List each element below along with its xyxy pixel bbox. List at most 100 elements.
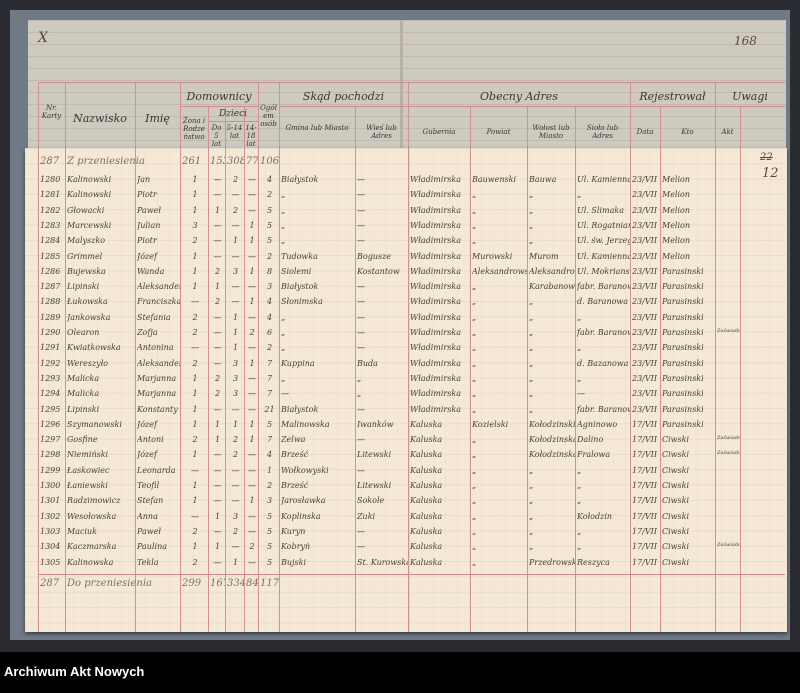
column-rule [225, 148, 226, 632]
column-rule [470, 148, 471, 632]
cell-children-14-18: 1 [249, 266, 255, 276]
cell-nr: 1296 [40, 419, 61, 429]
header-do5: Do 5 lat [211, 124, 222, 148]
cell-total-persons: 1 [266, 465, 273, 475]
cell-origin-gmina: Słonimska [281, 297, 323, 307]
carried_in-lat14_18: 77 [246, 156, 258, 167]
cell-children-14-18: — [248, 389, 256, 399]
cell-current-wolost: „ [529, 358, 534, 368]
cell-first-name: Zofja [137, 328, 158, 337]
cell-current-powiat: „ [472, 465, 477, 475]
cell-current-address: Ul. św. Jerzego [577, 236, 630, 246]
header-col-rule [470, 106, 471, 148]
cell-current-address: „ [577, 190, 582, 200]
cell-surname: Radzimowicz [67, 496, 121, 506]
cell-current-gubernia: Kaluska [410, 496, 443, 506]
column-rule [355, 148, 356, 632]
cell-origin-gmina: „ [281, 343, 286, 353]
cell-total-persons: 5 [266, 557, 273, 567]
cell-origin-gmina: „ [281, 205, 286, 215]
cell-current-powiat: „ [472, 236, 477, 246]
cell-current-address: „ [577, 312, 582, 322]
cell-total-persons: 3 [266, 282, 273, 292]
cell-total-persons: 2 [266, 343, 273, 353]
cell-children-14-18: — [248, 511, 256, 521]
cell-total-persons: 5 [266, 205, 273, 215]
header-domownicy: Domownicy [186, 90, 252, 103]
front-corner-struck: 22 [760, 152, 773, 163]
cell-children-under-5: 1 [214, 205, 221, 215]
cell-nr: 1305 [40, 557, 61, 567]
cell-current-powiat: „ [472, 312, 477, 322]
cell-children-5-14: 3 [232, 266, 239, 276]
column-rule [527, 148, 528, 632]
header-page: X 168 [28, 20, 786, 165]
header-col-rule [660, 106, 661, 148]
cell-nr: 1282 [40, 205, 61, 215]
header-imie: Imię [145, 112, 170, 125]
cell-total-persons: 5 [266, 511, 273, 521]
cell-current-address: — [577, 389, 585, 399]
header-dzieci: Dzieci [218, 109, 248, 119]
cell-children-5-14: 1 [232, 419, 239, 429]
cell-current-address: d. Bazanowa [577, 358, 629, 368]
cell-children-5-14: 3 [232, 358, 239, 368]
cell-registered-by: Ciwski [662, 557, 690, 567]
cell-origin-village: — [357, 465, 365, 475]
header-col-rule [180, 82, 181, 148]
carried_in-nr: 287 [40, 156, 60, 167]
cell-registered-by: Parasinski [662, 358, 704, 368]
cell-nr: 1280 [40, 175, 61, 184]
cell-children-under-5: — [213, 190, 222, 200]
cell-registered-date: 17/VII 1915 [632, 465, 660, 475]
cell-origin-village: Bogusze [357, 251, 392, 261]
cell-current-gubernia: Władimirska [410, 297, 461, 307]
cell-current-address: Dalino [577, 435, 604, 445]
cell-registered-by: Parasinski [662, 328, 704, 337]
column-rule [660, 148, 661, 632]
header-col-rule [258, 82, 259, 148]
cell-wife-siblings: 2 [192, 312, 198, 322]
cell-nr: 1302 [40, 511, 61, 521]
cell-surname: Gosfine [67, 435, 98, 445]
header-col-rule [630, 82, 631, 148]
cell-total-persons: 6 [266, 328, 273, 337]
cell-registered-date: 23/VII 1915 [632, 190, 660, 200]
cell-children-14-18: — [248, 450, 256, 460]
cell-total-persons: 5 [266, 220, 273, 230]
cell-registered-by: Parasinski [662, 266, 704, 276]
cell-origin-gmina: Kuppina [281, 358, 315, 368]
cell-origin-gmina: Białystok [281, 175, 319, 184]
cell-current-wolost: „ [529, 496, 534, 506]
cell-children-14-18: — [248, 557, 256, 567]
cell-children-under-5: — [213, 358, 222, 368]
cell-current-powiat: „ [472, 435, 477, 445]
cell-total-persons: 4 [266, 175, 273, 184]
cell-total-persons: 8 [266, 266, 273, 276]
cell-wife-siblings: 1 [192, 266, 198, 276]
cell-children-5-14: — [231, 220, 240, 230]
cell-registered-date: 23/VII 1915 [632, 312, 660, 322]
cell-first-name: Tekla [137, 557, 159, 567]
cell-origin-village: — [357, 404, 365, 414]
cell-children-14-18: 1 [249, 435, 255, 445]
cell-children-5-14: — [231, 465, 240, 475]
cell-current-gubernia: Władimirska [410, 205, 461, 215]
column-rule [208, 148, 209, 632]
cell-current-powiat: Bauwenski [472, 175, 517, 184]
cell-children-14-18: — [248, 282, 256, 292]
cell-nr: 1290 [40, 328, 61, 337]
cell-surname: Jankowska [67, 312, 111, 322]
cell-surname: Marcewski [67, 220, 112, 230]
column-rule [38, 148, 39, 632]
header-data: Data [636, 128, 654, 136]
column-rule [408, 148, 409, 632]
header-col-rule [65, 82, 66, 148]
header-col-rule [527, 106, 528, 148]
cell-registered-by: Ciwski [662, 542, 690, 552]
cell-surname: Łukowska [67, 297, 108, 307]
cell-current-wolost: „ [529, 542, 534, 552]
cell-remarks: Zaświadcz. 1881 [717, 435, 740, 442]
cell-origin-village: „ [357, 373, 362, 383]
cell-registered-date: 17/VII 1915 [632, 557, 660, 567]
